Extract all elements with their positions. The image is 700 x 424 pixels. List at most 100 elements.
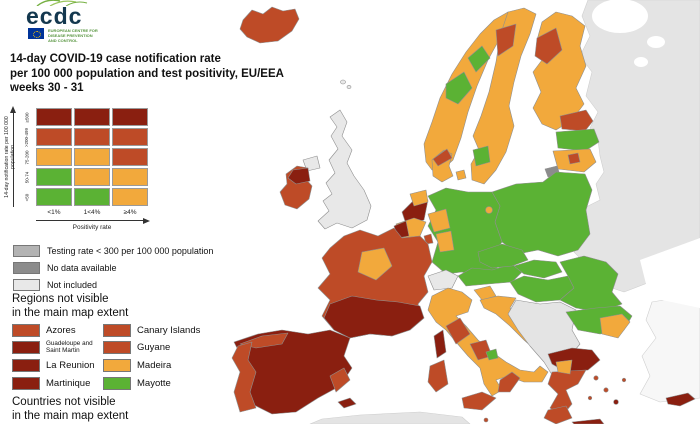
y-axis-line [13, 112, 14, 207]
region-item-madeira: Madeira [103, 359, 171, 372]
region-sardinia [427, 359, 449, 393]
logo-leaf-icon [36, 0, 88, 6]
matrix-cell-r2c0 [36, 148, 72, 166]
row-label-200-499: >200-499 [24, 127, 30, 147]
region-crete [571, 418, 605, 424]
matrix-cell-r4c1 [74, 188, 110, 206]
region-denmark-isles [455, 169, 467, 181]
testing-rate-swatch [13, 245, 40, 257]
matrix-cell-r0c0 [36, 108, 72, 126]
region-item-canary-islands: Canary Islands [103, 324, 200, 337]
x-axis-line [36, 220, 144, 221]
region-iceland [239, 6, 300, 44]
region-malta [483, 417, 489, 423]
region-germany-west [427, 208, 451, 233]
col-label-lt1: <1% [47, 209, 61, 216]
region-berlin [485, 206, 493, 214]
guadeloupe-swatch [12, 341, 40, 355]
region-bulgaria-southeast [599, 313, 631, 339]
matrix-cell-r0c2 [112, 108, 148, 126]
region-sweden-north [495, 23, 517, 57]
title-line-1: 14-day COVID-19 case notification rate [10, 53, 221, 65]
title-line-2: per 100 000 population and test positivi… [10, 67, 284, 80]
region-aegean-island3 [613, 399, 619, 405]
title-line-3: weeks 30 - 31 [10, 82, 84, 94]
logo-org-name: EUROPEAN CENTRE FOR DISEASE PREVENTION A… [48, 28, 98, 43]
region-italy-tuscany [445, 317, 471, 345]
region-aegean-island [593, 375, 599, 381]
y-axis-label: 14-day notification rate per 100 000 pop… [4, 116, 16, 198]
region-item-la-reunion: La Reunion [12, 359, 95, 372]
legend-no-data: No data available [13, 262, 117, 274]
region-slovenia [473, 285, 497, 301]
region-poland [491, 171, 593, 257]
region-aegean-island4 [587, 395, 593, 401]
matrix-cell-r0c1 [74, 108, 110, 126]
region-italy [427, 287, 549, 397]
x-axis-arrow-icon [143, 217, 150, 224]
matrix-cell-r2c2 [112, 148, 148, 166]
legend-testing-rate: Testing rate < 300 per 100 000 populatio… [13, 245, 213, 257]
matrix-cell-r4c2 [112, 188, 148, 206]
region-north-africa [309, 411, 471, 424]
region-norway-central2 [467, 45, 491, 73]
matrix-cell-r3c2 [112, 168, 148, 186]
matrix-cell-r1c2 [112, 128, 148, 146]
matrix-cell-r4c0 [36, 188, 72, 206]
region-sweden-south [472, 145, 491, 167]
matrix-cell-r3c1 [74, 168, 110, 186]
countries-heading: Countries not visible in the main map ex… [12, 396, 129, 422]
region-norway-central [445, 71, 473, 105]
eu-flag-icon [28, 28, 44, 39]
region-item-guadeloupe: Guadeloupe and Saint Martin [12, 340, 108, 355]
region-spain-southeast [329, 367, 351, 393]
region-france-center [357, 247, 393, 281]
region-estonia [559, 109, 594, 132]
map-title: 14-day COVID-19 case notification rate p… [10, 52, 340, 96]
no-data-swatch [13, 262, 40, 274]
logo-wordmark: ecdc [26, 3, 83, 29]
azores-swatch [12, 324, 40, 337]
region-balearics [337, 397, 357, 409]
region-cyprus [665, 392, 696, 407]
region-spain-north [239, 332, 289, 349]
matrix-cell-r2c1 [74, 148, 110, 166]
row-label-75-200: 75-200 [24, 149, 30, 165]
region-uk [317, 109, 372, 230]
mayotte-swatch [103, 377, 131, 390]
region-aegean-island2 [603, 387, 609, 393]
region-portugal [231, 341, 257, 413]
region-item-guyane: Guyane [103, 341, 170, 354]
region-aegean-island5 [621, 377, 627, 383]
guyane-swatch [103, 341, 131, 354]
row-label-lt50: <50 [24, 193, 30, 201]
regions-heading: Regions not visible in the main map exte… [12, 293, 129, 319]
legend-not-included: Not included [13, 279, 97, 291]
region-greece-thessaly [555, 359, 573, 375]
y-axis-arrow-icon [10, 106, 16, 113]
region-calabria [497, 371, 521, 393]
region-item-azores: Azores [12, 324, 76, 337]
region-faroe [340, 79, 346, 85]
region-finland-west [534, 27, 563, 65]
region-germany-southwest [435, 230, 455, 253]
region-switzerland [427, 269, 459, 291]
region-corsica [433, 329, 447, 359]
positivity-col-labels: <1% 1<4% ≥4% [36, 209, 148, 216]
region-czechia [477, 243, 529, 269]
row-label-50-74: 50-74 [24, 171, 30, 183]
region-netherlands-north [409, 189, 429, 207]
region-italy-molise [485, 348, 499, 361]
region-item-martinique: Martinique [12, 377, 90, 390]
ecdc-logo: ecdc EUROPEAN CENTRE FOR DISEASE PREVENT… [26, 0, 176, 48]
region-lithuania-mid [567, 152, 581, 165]
madeira-swatch [103, 359, 131, 372]
matrix-cell-r1c0 [36, 128, 72, 146]
col-label-ge4: ≥4% [123, 209, 137, 216]
region-denmark-north [432, 148, 453, 167]
x-axis-label: Positivity rate [72, 224, 112, 231]
region-faroe2 [346, 85, 352, 89]
col-label-1-4: 1<4% [83, 209, 101, 216]
risk-matrix [36, 108, 148, 206]
